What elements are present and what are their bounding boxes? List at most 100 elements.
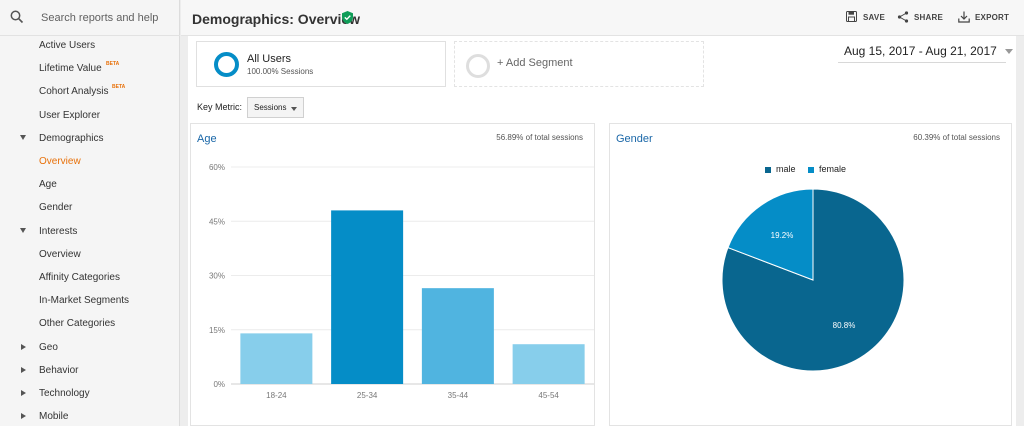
export-button[interactable]: EXPORT — [958, 11, 1010, 23]
search-box[interactable]: Search reports and help — [0, 0, 180, 36]
age-panel-title[interactable]: Age — [197, 133, 217, 145]
sidebar-item-label: Active Users — [39, 40, 96, 51]
age-bar-chart: 0% 15% 30% 45% 60% 18-24 25-34 35-44 45-54 — [209, 163, 594, 400]
date-range-underline — [838, 62, 1006, 63]
sidebar-item[interactable]: Overview — [0, 244, 180, 266]
age-panel: 0% 15% 30% 45% 60% 18-24 25-34 35-44 45-54 Age 5… — [190, 123, 595, 426]
pie-label-male: 80.8% — [833, 321, 856, 330]
sidebar-item-label: User Explorer — [39, 109, 101, 121]
add-segment-label: + Add Segment — [497, 57, 573, 69]
sidebar-item-label: Technology — [39, 388, 90, 399]
pie-label-female: 19.2% — [771, 231, 794, 240]
sidebar-item[interactable]: Overview — [0, 151, 180, 173]
legend-label: male — [776, 164, 796, 174]
x-tick-label: 25-34 — [357, 391, 378, 400]
legend-swatch — [765, 166, 771, 173]
share-button[interactable]: SHARE — [897, 11, 943, 23]
sidebar-item-label: Lifetime Value — [39, 63, 102, 75]
caret-right-icon[interactable] — [21, 343, 26, 350]
sidebar-item[interactable]: Interests — [0, 221, 180, 243]
sidebar-item-label: Interests — [39, 225, 78, 237]
add-segment-button[interactable]: + Add Segment — [454, 41, 704, 87]
segment-name: All Users — [247, 53, 292, 65]
gender-pie-chart: 80.8% 19.2% — [721, 188, 905, 372]
caret-right-icon[interactable] — [21, 390, 26, 396]
y-tick-label: 0% — [213, 380, 225, 389]
verified-shield-icon — [342, 11, 353, 29]
beta-badge: BETA — [106, 61, 120, 68]
bar-25-34 — [331, 210, 404, 384]
sidebar-item-label: Affinity Categories — [39, 272, 120, 283]
caret-right-icon[interactable] — [21, 366, 26, 373]
y-tick-label: 60% — [209, 163, 225, 172]
legend-label: female — [819, 164, 847, 174]
sidebar-item-label: Age — [39, 179, 57, 191]
segment-sessions: 100.00% Sessions — [247, 67, 314, 76]
key-metric-label: Key Metric: — [197, 102, 243, 112]
y-tick-label: 30% — [209, 272, 225, 281]
sidebar: Search reports and help Active Users Life… — [0, 0, 180, 426]
save-button[interactable]: SAVE — [846, 11, 885, 22]
y-tick-label: 45% — [209, 217, 225, 226]
add-segment-ring-icon — [466, 54, 490, 78]
sidebar-item[interactable]: Demographics — [0, 128, 180, 150]
key-metric-select[interactable]: Sessions — [247, 97, 304, 118]
export-icon — [958, 11, 970, 23]
pie-slice-male — [721, 188, 905, 372]
caret-down-icon[interactable] — [20, 227, 26, 233]
sidebar-item[interactable]: Mobile — [0, 406, 180, 426]
sidebar-item-label: Geo — [39, 341, 58, 353]
bar-45-54 — [512, 344, 585, 384]
caret-down-icon[interactable] — [20, 134, 26, 140]
pie-slice-female — [727, 188, 814, 281]
legend-item-male[interactable]: male — [765, 164, 796, 174]
legend-swatch — [808, 166, 814, 173]
sidebar-item[interactable]: Affinity Categories — [0, 267, 180, 289]
date-range-picker[interactable]: Aug 15, 2017 - Aug 21, 2017 — [844, 44, 1013, 58]
sidebar-item[interactable]: Behavior — [0, 360, 180, 382]
segment-ring-icon — [214, 52, 239, 77]
y-tick-label: 15% — [209, 326, 225, 335]
chevron-down-icon — [1004, 49, 1013, 55]
sidebar-item-label: Mobile — [39, 411, 69, 423]
beta-badge: BETA — [112, 84, 126, 91]
header: Demographics: Overview SAVE SHARE EXPORT — [181, 0, 1024, 36]
sidebar-item-label: Overview — [39, 156, 81, 167]
sidebar-item[interactable]: Gender — [0, 197, 180, 219]
date-range-text: Aug 15, 2017 - Aug 21, 2017 — [844, 44, 997, 58]
sidebar-item[interactable]: Lifetime Value BETA — [0, 58, 180, 80]
sidebar-item[interactable]: Other Categories — [0, 313, 180, 335]
caret-right-icon[interactable] — [21, 413, 26, 420]
x-tick-label: 45-54 — [538, 391, 559, 400]
gender-panel-title[interactable]: Gender — [616, 133, 653, 145]
sidebar-item-label: Demographics — [39, 132, 104, 144]
save-label: SAVE — [863, 13, 885, 22]
save-icon — [846, 11, 857, 22]
share-icon — [897, 11, 909, 23]
segment-all-users[interactable]: All Users 100.00% Sessions — [196, 41, 446, 87]
search-icon[interactable] — [10, 10, 24, 29]
sidebar-item[interactable]: Age — [0, 174, 180, 196]
x-tick-label: 18-24 — [266, 391, 287, 400]
main-content: All Users 100.00% Sessions + Add Segment… — [188, 36, 1016, 426]
bar-35-44 — [421, 288, 494, 384]
sidebar-item[interactable]: Technology — [0, 383, 180, 405]
sidebar-item-label: Behavior — [39, 364, 79, 376]
sidebar-item[interactable]: Geo — [0, 337, 180, 359]
search-input[interactable]: Search reports and help — [41, 12, 159, 24]
key-metric-value: Sessions — [254, 103, 287, 112]
sidebar-item-label: Gender — [39, 202, 73, 214]
sidebar-item-label: Overview — [39, 248, 81, 260]
export-label: EXPORT — [975, 13, 1010, 22]
sidebar-item[interactable]: In-Market Segments — [0, 290, 180, 312]
sidebar-item[interactable]: User Explorer — [0, 105, 180, 127]
x-tick-label: 35-44 — [448, 391, 469, 400]
sidebar-item-label: Other Categories — [39, 318, 116, 330]
age-panel-stat: 56.89% of total sessions — [496, 133, 583, 142]
gender-panel: 80.8% 19.2% Gender 60.39% of total sessio… — [609, 123, 1012, 426]
sidebar-item[interactable]: Cohort Analysis BETA — [0, 81, 180, 103]
gender-panel-stat: 60.39% of total sessions — [913, 133, 1000, 142]
sidebar-item-label: In-Market Segments — [39, 295, 130, 307]
legend-item-female[interactable]: female — [808, 164, 846, 174]
sidebar-item[interactable]: Active Users — [0, 35, 180, 57]
